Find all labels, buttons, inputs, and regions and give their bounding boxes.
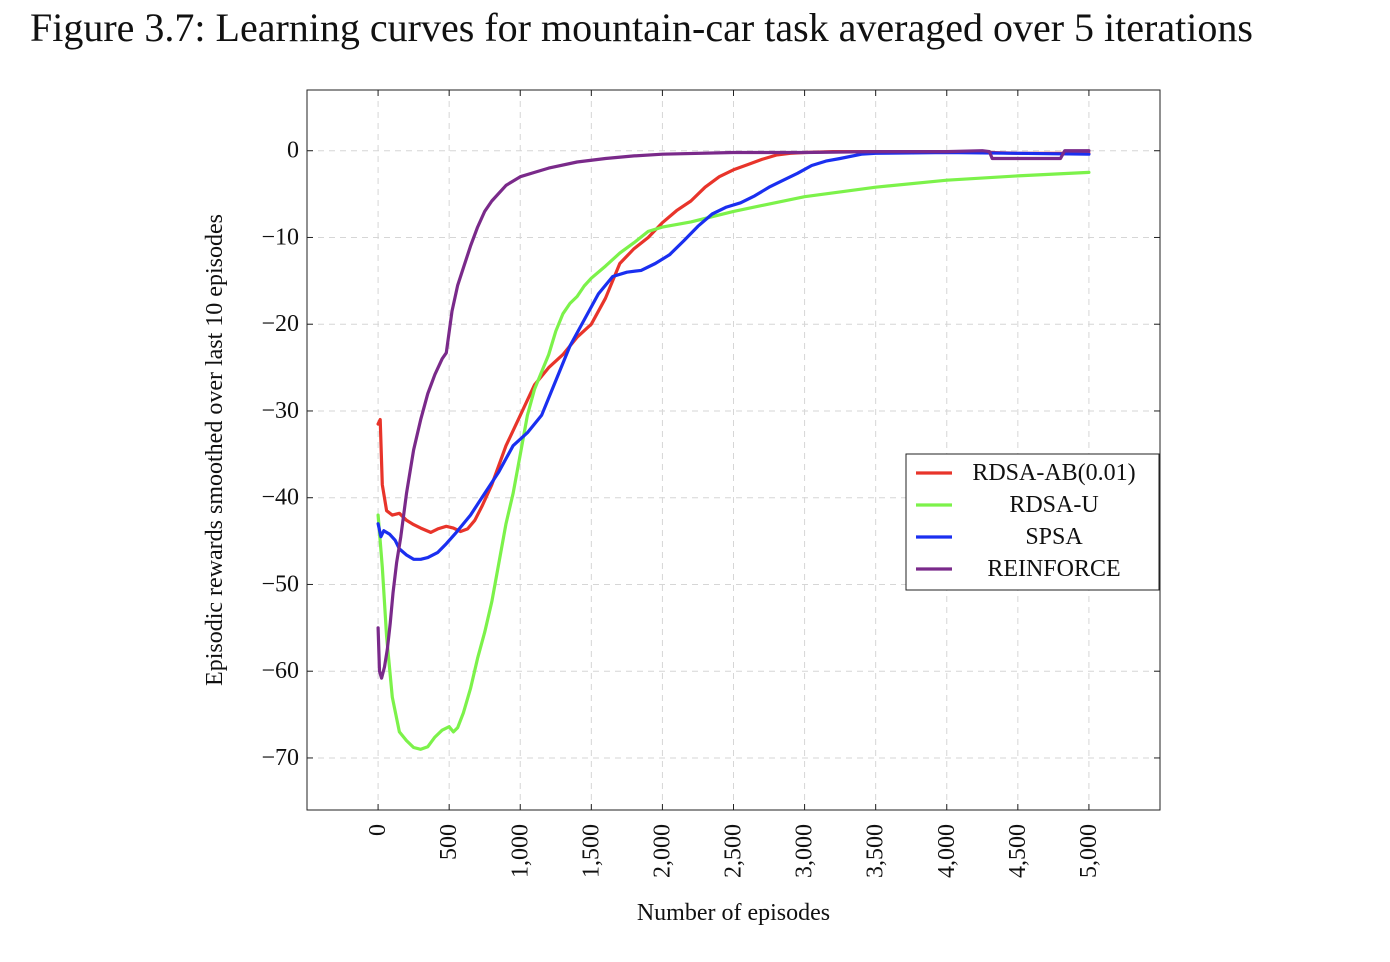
y-tick-label: −20: [261, 311, 299, 337]
grid: [307, 90, 1160, 810]
y-tick-label: −60: [261, 658, 299, 684]
series-line-4: [376, 149, 1091, 680]
y-tick-label: −40: [261, 485, 299, 511]
x-tick-label: 500: [436, 824, 462, 860]
figure-caption: Figure 3.7: Learning curves for mountain…: [30, 5, 1253, 50]
x-tick-label: 2,500: [721, 824, 747, 878]
x-tick-label: 2,000: [649, 824, 675, 878]
x-tick-label: 5,000: [1076, 824, 1102, 878]
y-tick-label: −30: [261, 398, 299, 424]
legend-label: RDSA-U: [1009, 492, 1098, 518]
x-axis-label: Number of episodes: [637, 900, 830, 926]
x-tick-label: 4,500: [1005, 824, 1031, 878]
x-axis-ticks: 0 500 1,000 1,500 2,000 2,500 3,000 3,500 4,000 4…: [365, 90, 1102, 878]
y-tick-label: −10: [261, 224, 299, 250]
legend-label: REINFORCE: [987, 556, 1120, 582]
legend-box: [905, 453, 1160, 591]
plot-frame: [306, 89, 1161, 811]
legend-label: SPSA: [1025, 524, 1083, 550]
series-line-3: [376, 150, 1091, 561]
y-axis-ticks: 0 −10 −20 −30 −40 −50 −60 −70: [261, 138, 1160, 771]
x-tick-label: 3,000: [792, 824, 818, 878]
series-lines: [376, 149, 1091, 751]
x-tick-label: 1,500: [578, 824, 604, 878]
x-tick-label: 3,500: [863, 824, 889, 878]
y-tick-label: −50: [261, 571, 299, 597]
x-tick-label: 0: [365, 824, 391, 836]
x-tick-label: 1,000: [507, 824, 533, 878]
legend-label: RDSA-AB(0.01): [972, 460, 1135, 486]
legend: RDSA-AB(0.01) RDSA-U SPSA REINFORCE: [905, 453, 1160, 591]
y-tick-label: −70: [261, 745, 299, 771]
series-line-2: [376, 170, 1091, 751]
x-tick-label: 4,000: [934, 824, 960, 878]
y-tick-label: 0: [287, 138, 299, 164]
y-axis-label: Episodic rewards smoothed over last 10 e…: [202, 214, 228, 686]
